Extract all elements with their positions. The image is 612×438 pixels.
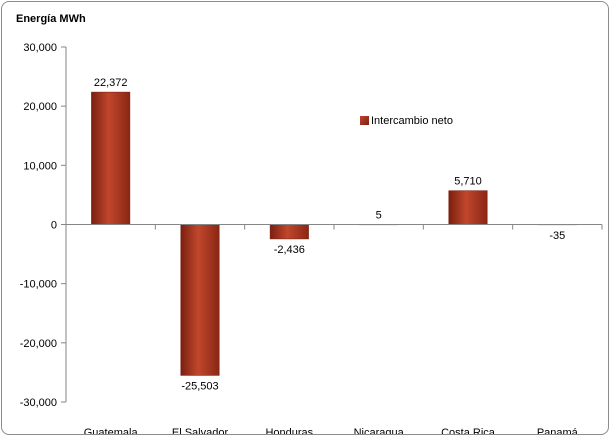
- x-axis: Guatemala El Salvador Honduras Nicaragua Cos…: [65, 224, 603, 435]
- x-tick-label: El Salvador: [172, 427, 229, 435]
- y-tick-label: 0: [51, 220, 57, 232]
- data-label: 5,710: [454, 176, 482, 188]
- bar: [448, 190, 488, 225]
- x-tick-label: Guatemala: [84, 427, 139, 435]
- y-tick-label: 20,000: [23, 101, 57, 113]
- x-tick-label: Nicaragua: [354, 427, 405, 435]
- y-tick-label: -30,000: [20, 397, 57, 409]
- bars: 22,372 -25,503 -2,436 5 5,710 -35: [91, 77, 577, 392]
- data-label: -25,503: [181, 380, 218, 392]
- y-axis: 30,000 20,000 10,000 0 -10,000 -20,000 -30,000: [20, 42, 67, 409]
- legend-swatch: [360, 116, 369, 125]
- y-tick-label: -10,000: [20, 279, 57, 291]
- legend: Intercambio neto: [360, 115, 453, 127]
- bar: [269, 224, 309, 240]
- y-tick-label: 30,000: [23, 42, 57, 54]
- x-tick-label: Costa Rica: [441, 427, 496, 435]
- x-tick-label: Panamá: [537, 427, 579, 435]
- bar: [91, 91, 131, 225]
- x-tick-label: Honduras: [265, 427, 313, 435]
- legend-label: Intercambio neto: [371, 115, 453, 127]
- data-label: -2,436: [274, 244, 305, 256]
- y-tick-label: 10,000: [23, 160, 57, 172]
- bar: [180, 224, 220, 376]
- chart-title: Energía MWh: [16, 13, 86, 25]
- data-label: 22,372: [94, 77, 128, 89]
- data-label: 5: [376, 209, 382, 221]
- y-tick-label: -20,000: [20, 338, 57, 350]
- data-label: -35: [549, 230, 565, 242]
